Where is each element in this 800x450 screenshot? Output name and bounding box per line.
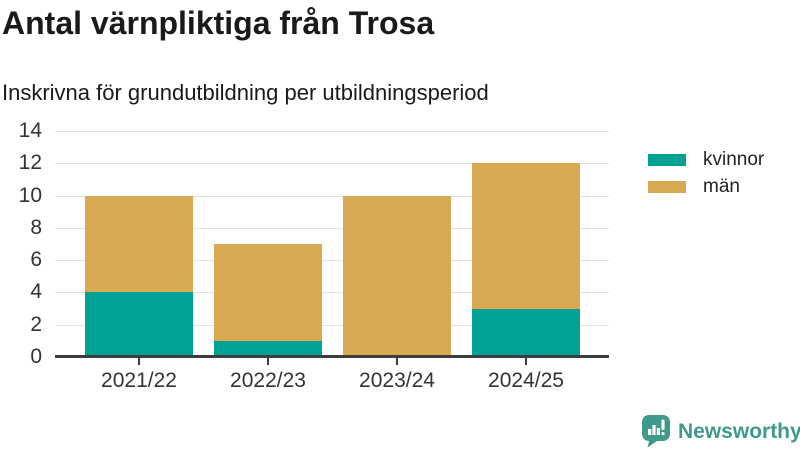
bar-segment-män-2023-24 xyxy=(343,196,451,357)
newsworthy-brand-text: Newsworthy xyxy=(678,419,800,443)
legend-swatch-män xyxy=(648,180,686,193)
y-axis-tick-label: 14 xyxy=(18,119,42,142)
y-axis-tick-label: 2 xyxy=(30,313,42,336)
newsworthy-watermark: Newsworthy xyxy=(640,414,800,449)
y-axis-tick-label: 4 xyxy=(30,280,42,303)
bar-segment-kvinnor-2024-25 xyxy=(472,309,580,357)
gridline-y6 xyxy=(55,260,609,261)
gridline-y12 xyxy=(55,163,609,164)
bar-segment-kvinnor-2021-22 xyxy=(85,292,193,357)
bar-segment-män-2022-23 xyxy=(214,244,322,341)
y-axis-tick-label: 0 xyxy=(30,345,42,368)
y-axis-tick-label: 10 xyxy=(18,184,42,207)
newsworthy-logo-icon xyxy=(642,415,670,448)
bar-segment-män-2024-25 xyxy=(472,163,580,309)
bar-segment-kvinnor-2022-23 xyxy=(214,341,322,357)
x-axis-category-label: 2024/25 xyxy=(488,369,564,392)
x-axis-category-label: 2023/24 xyxy=(359,369,435,392)
x-axis-tick-mark xyxy=(267,358,269,365)
chart-title: Antal värnpliktiga från Trosa xyxy=(2,5,435,41)
legend-item-män: män xyxy=(648,173,764,200)
legend-label-män: män xyxy=(703,176,740,197)
legend-swatch-kvinnor xyxy=(648,153,686,166)
gridline-y2 xyxy=(55,325,609,326)
x-axis-tick-mark xyxy=(396,358,398,365)
gridline-y14 xyxy=(55,131,609,132)
legend: kvinnor män xyxy=(648,146,764,200)
gridline-y4 xyxy=(55,292,609,293)
chart-subtitle: Inskrivna för grundutbildning per utbild… xyxy=(2,80,489,105)
y-axis-tick-label: 8 xyxy=(30,216,42,239)
gridline-y8 xyxy=(55,228,609,229)
x-axis-category-label: 2022/23 xyxy=(230,369,306,392)
y-axis-tick-label: 12 xyxy=(18,151,42,174)
bar-segment-män-2021-22 xyxy=(85,196,193,292)
x-axis-tick-mark xyxy=(525,358,527,365)
legend-label-kvinnor: kvinnor xyxy=(703,149,765,170)
y-axis-tick-label: 6 xyxy=(30,248,42,271)
x-axis-line xyxy=(55,355,609,358)
legend-item-kvinnor: kvinnor xyxy=(648,146,764,173)
gridline-y10 xyxy=(55,196,609,197)
x-axis-category-label: 2021/22 xyxy=(101,369,177,392)
x-axis-tick-mark xyxy=(138,358,140,365)
